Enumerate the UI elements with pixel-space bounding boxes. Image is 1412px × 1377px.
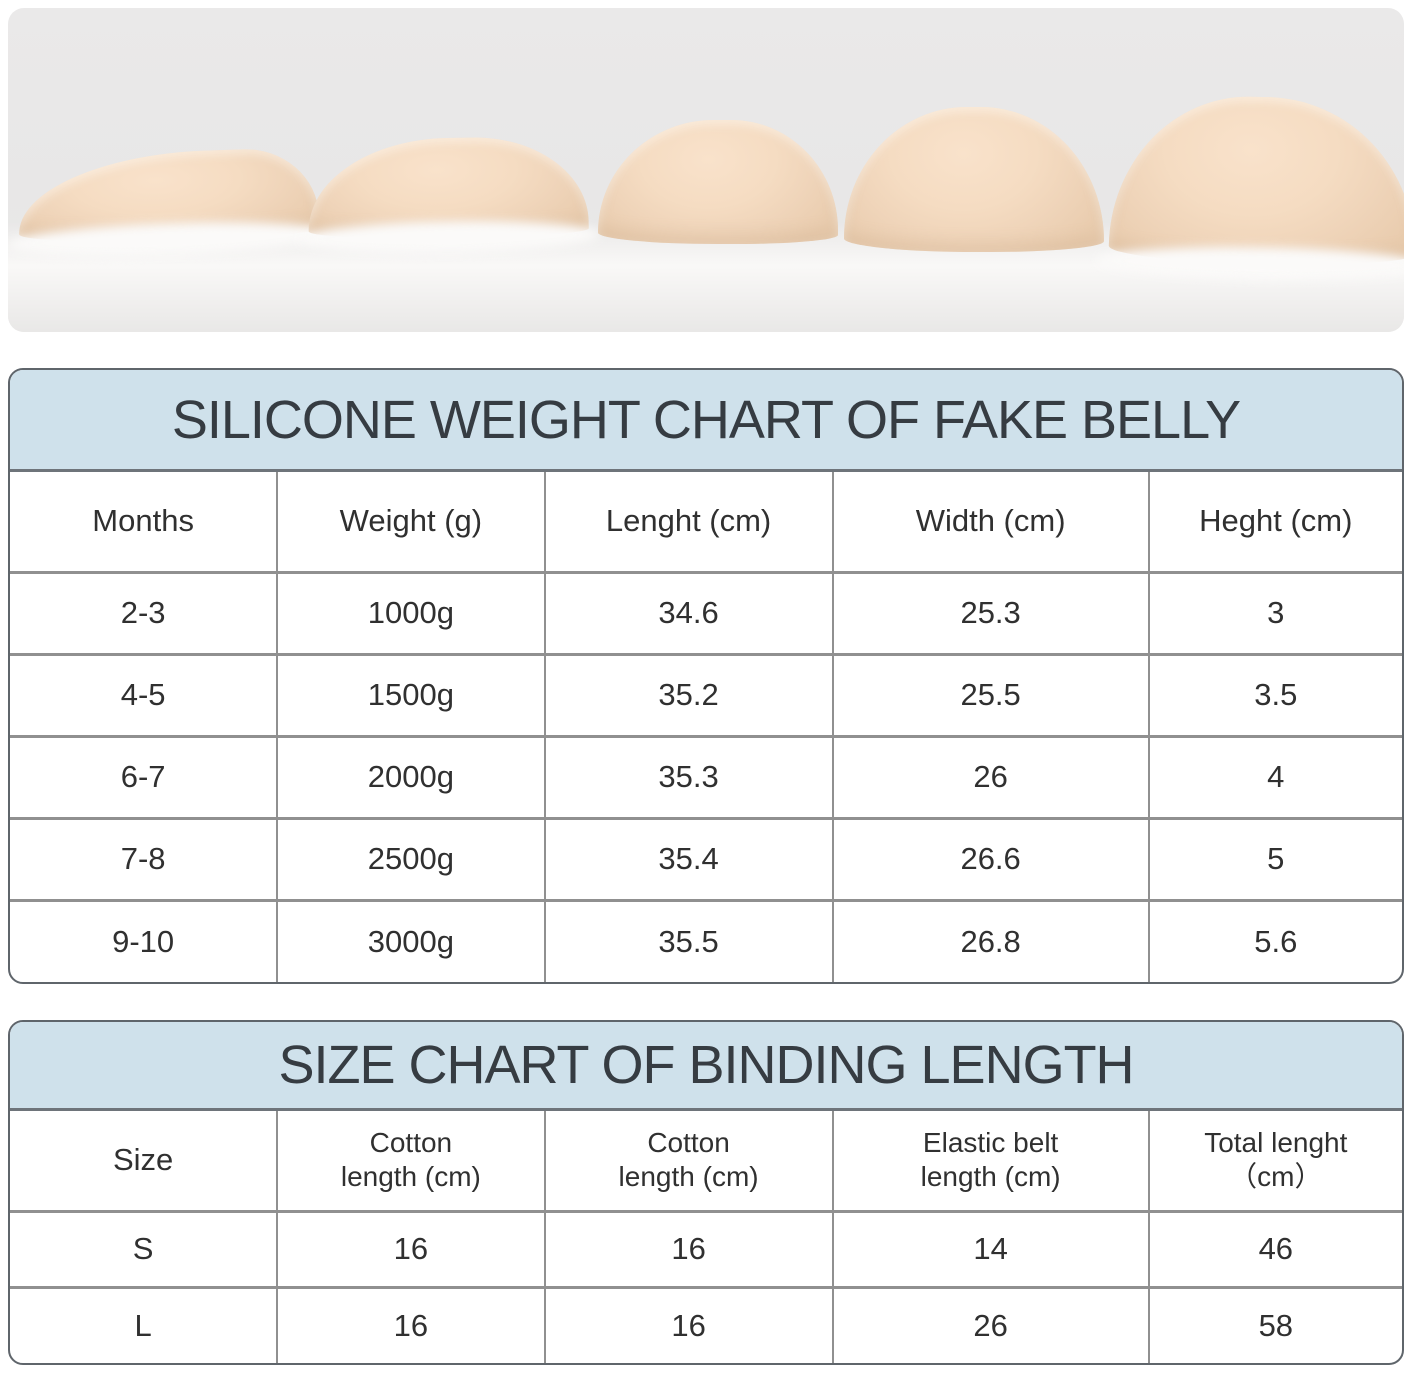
header-line: Cotton (369, 1127, 453, 1159)
table-cell: 26.8 (831, 898, 1150, 982)
belly-pad-smallest (16, 146, 320, 246)
table-row: 4-5 1500g 35.2 25.5 3.5 (10, 652, 1402, 738)
table-cell: 16 (543, 1209, 834, 1289)
table-cell: 26 (831, 1285, 1150, 1363)
table-cell: 3.5 (1147, 652, 1402, 738)
col-header-weight: Weight (g) (276, 472, 546, 574)
table-row: L 16 16 26 58 (10, 1285, 1402, 1363)
header-line: Cotton (647, 1127, 730, 1159)
table-cell: 35.5 (543, 898, 834, 982)
table-cell: 25.5 (831, 652, 1150, 738)
table-cell: 26 (831, 734, 1150, 820)
belly-pad-medium (598, 120, 838, 244)
col-header-cotton-length-2: Cotton length (cm) (543, 1111, 834, 1213)
belly-pad-small (307, 135, 589, 241)
table-cell: 5 (1147, 816, 1402, 902)
size-chart-card: SIZE CHART OF BINDING LENGTH Size Cotton… (8, 1020, 1404, 1365)
table-row: 6-7 2000g 35.3 26 4 (10, 734, 1402, 820)
table-cell: 16 (543, 1285, 834, 1363)
col-header-width: Width (cm) (831, 472, 1150, 574)
size-chart-header-row: Size Cotton length (cm) Cotton length (c… (10, 1111, 1402, 1213)
table-cell: 58 (1147, 1285, 1402, 1363)
table-row: 9-10 3000g 35.5 26.8 5.6 (10, 898, 1402, 982)
table-cell: 7-8 (10, 816, 279, 902)
table-cell: 2000g (276, 734, 546, 820)
header-line: Total lenght (1204, 1127, 1348, 1159)
table-cell: 26.6 (831, 816, 1150, 902)
table-cell: 4-5 (10, 652, 279, 738)
weight-chart-title: SILICONE WEIGHT CHART OF FAKE BELLY (10, 370, 1402, 472)
size-chart-title: SIZE CHART OF BINDING LENGTH (10, 1022, 1402, 1111)
table-cell: 16 (276, 1209, 546, 1289)
table-cell: 35.4 (543, 816, 834, 902)
table-cell: L (10, 1285, 279, 1363)
table-cell: S (10, 1209, 279, 1289)
table-cell: 5.6 (1147, 898, 1402, 982)
table-cell: 25.3 (831, 570, 1150, 656)
col-header-cotton-length-1: Cotton length (cm) (276, 1111, 546, 1213)
weight-chart-card: SILICONE WEIGHT CHART OF FAKE BELLY Mont… (8, 368, 1404, 984)
table-cell: 4 (1147, 734, 1402, 820)
table-cell: 14 (831, 1209, 1150, 1289)
col-header-length: Lenght (cm) (543, 472, 834, 574)
header-line: Size (112, 1142, 174, 1178)
table-cell: 2500g (276, 816, 546, 902)
col-header-elastic-belt-length: Elastic belt length (cm) (831, 1111, 1150, 1213)
col-header-months: Months (10, 472, 279, 574)
header-line: （cm） (1229, 1161, 1323, 1193)
weight-chart-header-row: Months Weight (g) Lenght (cm) Width (cm)… (10, 472, 1402, 574)
header-line: length (cm) (340, 1161, 481, 1193)
table-cell: 16 (276, 1285, 546, 1363)
header-line: Elastic belt (922, 1127, 1059, 1159)
table-cell: 9-10 (10, 898, 279, 982)
table-cell: 2-3 (10, 570, 279, 656)
weight-chart-table: Months Weight (g) Lenght (cm) Width (cm)… (10, 472, 1402, 982)
table-cell: 3 (1147, 570, 1402, 656)
table-row: S 16 16 14 46 (10, 1209, 1402, 1289)
table-cell: 6-7 (10, 734, 279, 820)
table-cell: 35.2 (543, 652, 834, 738)
product-photo (8, 8, 1404, 332)
col-header-height: Heght (cm) (1147, 472, 1402, 574)
table-cell: 1500g (276, 652, 546, 738)
table-cell: 1000g (276, 570, 546, 656)
header-line: length (cm) (920, 1161, 1061, 1193)
col-header-total-length: Total lenght （cm） (1147, 1111, 1402, 1213)
belly-pad-large (844, 107, 1104, 252)
belly-pad-largest (1108, 94, 1404, 267)
table-cell: 3000g (276, 898, 546, 982)
table-row: 7-8 2500g 35.4 26.6 5 (10, 816, 1402, 902)
table-cell: 46 (1147, 1209, 1402, 1289)
size-chart-table: Size Cotton length (cm) Cotton length (c… (10, 1111, 1402, 1363)
table-cell: 35.3 (543, 734, 834, 820)
col-header-size: Size (10, 1111, 279, 1213)
header-line: length (cm) (618, 1161, 759, 1193)
table-cell: 34.6 (543, 570, 834, 656)
table-row: 2-3 1000g 34.6 25.3 3 (10, 570, 1402, 656)
